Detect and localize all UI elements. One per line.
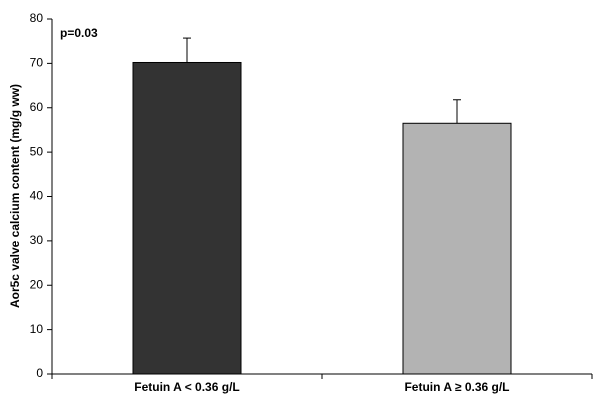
bar [402, 122, 512, 375]
y-tick-label: 70 [30, 56, 44, 70]
y-tick-label: 80 [30, 11, 44, 25]
x-tick-label: Fetuin A < 0.36 g/L [134, 380, 239, 394]
y-tick-label: 10 [30, 322, 44, 336]
y-tick-label: 60 [30, 100, 44, 114]
y-tick-label: 20 [30, 277, 44, 291]
y-axis-title: Aor5c valve calcium content (mg/g ww) [8, 84, 22, 308]
bar [132, 61, 242, 375]
x-tick-label: Fetuin A ≥ 0.36 g/L [404, 380, 509, 394]
y-tick-label: 30 [30, 233, 44, 247]
annotation: p=0.03 [60, 26, 98, 40]
y-tick-label: 0 [36, 366, 43, 380]
y-tick-label: 50 [30, 144, 44, 158]
y-tick-label: 40 [30, 189, 44, 203]
